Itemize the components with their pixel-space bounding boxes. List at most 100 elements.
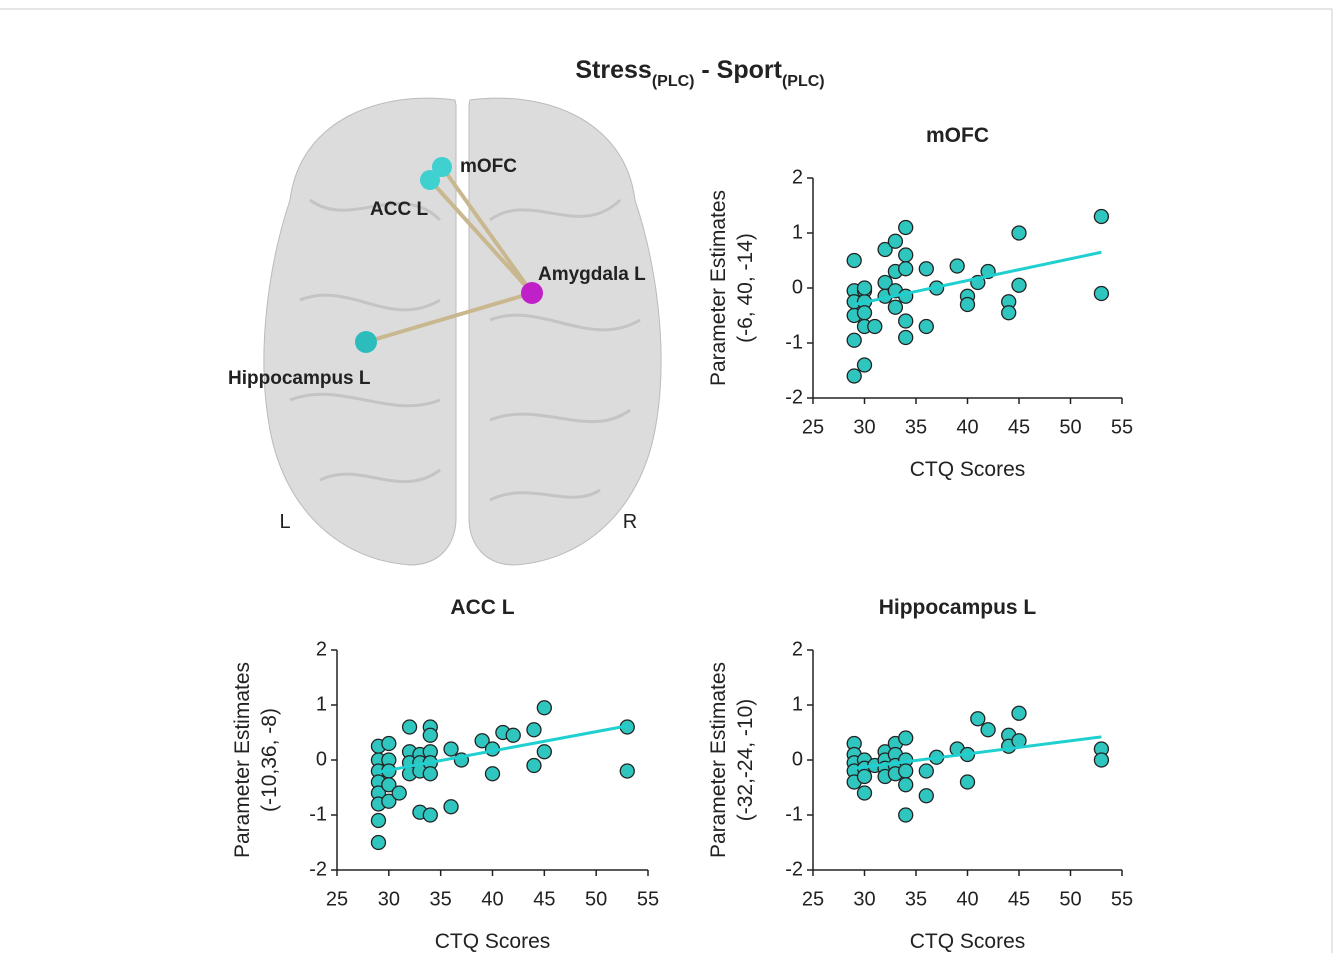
x-tick-label: 55 (637, 888, 659, 910)
y-tick-label: 0 (792, 276, 803, 298)
region-label: mOFC (460, 156, 517, 177)
x-tick-label: 30 (853, 888, 875, 910)
node (432, 157, 452, 177)
trend-line (853, 250, 1102, 306)
point (898, 329, 914, 346)
point (526, 722, 542, 738)
y-axis-label: Parameter Estimates (707, 662, 730, 858)
region-label: Hippocampus L (228, 368, 371, 389)
edge (440, 165, 534, 295)
y-tick-label: -1 (785, 331, 803, 353)
x-tick-label: 35 (430, 888, 452, 910)
y-tick-label: 2 (792, 638, 803, 660)
x-tick-label: 55 (1111, 888, 1133, 910)
point (846, 252, 862, 269)
point (1001, 305, 1017, 321)
y-axis-label: Parameter Estimates (231, 662, 254, 858)
y-tick-label: 0 (792, 748, 803, 770)
y-tick-label: -2 (309, 858, 327, 880)
point (391, 785, 407, 801)
point (370, 812, 387, 829)
node (521, 282, 543, 304)
point (970, 711, 986, 727)
point (918, 318, 934, 335)
point (1093, 752, 1110, 768)
x-tick-label: 40 (956, 416, 978, 438)
scatter-chart: ACC L -2 -1 0 1 2 25 30 35 40 45 50 55 CTQ Scores Para… (231, 596, 659, 953)
y-axis-label: (-10,36, -8) (258, 708, 281, 812)
edge (365, 291, 533, 344)
y-tick-label: 2 (792, 166, 803, 188)
x-tick-label: 30 (853, 416, 875, 438)
x-tick-label: 45 (1008, 416, 1030, 438)
point (1093, 285, 1110, 302)
y-tick-label: 1 (316, 693, 327, 715)
title-sub: (PLC) (652, 73, 695, 90)
point (381, 793, 397, 809)
point (959, 296, 976, 313)
point (619, 763, 635, 779)
y-tick-label: -1 (309, 803, 327, 825)
region-label: ACC L (370, 199, 428, 220)
title-part: - Sport (694, 56, 782, 84)
point (1093, 208, 1110, 225)
point (856, 280, 873, 296)
title-part: Stress (575, 56, 651, 84)
side-label: L (279, 511, 290, 533)
point (526, 757, 542, 774)
point (381, 777, 397, 793)
point (887, 233, 904, 249)
hemisphere (263, 97, 457, 566)
chart-title: ACC L (450, 596, 514, 619)
point (959, 774, 976, 790)
x-tick-label: 25 (802, 888, 824, 910)
point (1011, 705, 1027, 721)
point (1011, 225, 1027, 241)
point (443, 741, 459, 757)
x-tick-label: 40 (956, 888, 978, 910)
point (422, 807, 438, 823)
y-axis-label: (-32,-24, -10) (734, 699, 757, 822)
point (856, 305, 873, 321)
x-tick-label: 25 (326, 888, 348, 910)
point (401, 719, 418, 735)
y-tick-label: 1 (792, 693, 803, 715)
region-label: Amygdala L (538, 264, 646, 285)
node (420, 170, 440, 190)
chart-title: Hippocampus L (879, 596, 1037, 619)
gyri (289, 198, 641, 502)
y-tick-label: 0 (316, 748, 327, 770)
point (422, 766, 438, 782)
point (484, 766, 501, 782)
point (856, 768, 873, 785)
x-tick-label: 45 (1008, 888, 1030, 910)
point (443, 799, 459, 815)
point (474, 733, 490, 749)
point (898, 777, 914, 793)
point (898, 807, 914, 823)
edge (428, 178, 534, 295)
point (1011, 277, 1027, 293)
x-axis-label: CTQ Scores (910, 930, 1026, 953)
y-tick-label: 1 (792, 221, 803, 243)
point (877, 241, 893, 258)
point (381, 735, 397, 752)
point (918, 261, 934, 277)
x-tick-label: 45 (533, 888, 555, 910)
scatter-chart: mOFC -2 -1 0 1 2 25 30 35 40 45 50 55 CTQ Scores Param… (707, 124, 1133, 481)
point (918, 788, 934, 804)
point (856, 785, 873, 801)
hemisphere (468, 97, 662, 566)
point (887, 299, 904, 315)
y-tick-label: 2 (316, 638, 327, 660)
point (846, 332, 862, 348)
y-axis-label: Parameter Estimates (707, 190, 730, 386)
x-tick-label: 35 (905, 416, 927, 438)
point (898, 730, 914, 746)
y-tick-label: -1 (785, 803, 803, 825)
point (898, 763, 914, 779)
side-label: R (623, 511, 637, 533)
y-axis-label: (-6, 40, -14) (734, 233, 757, 343)
